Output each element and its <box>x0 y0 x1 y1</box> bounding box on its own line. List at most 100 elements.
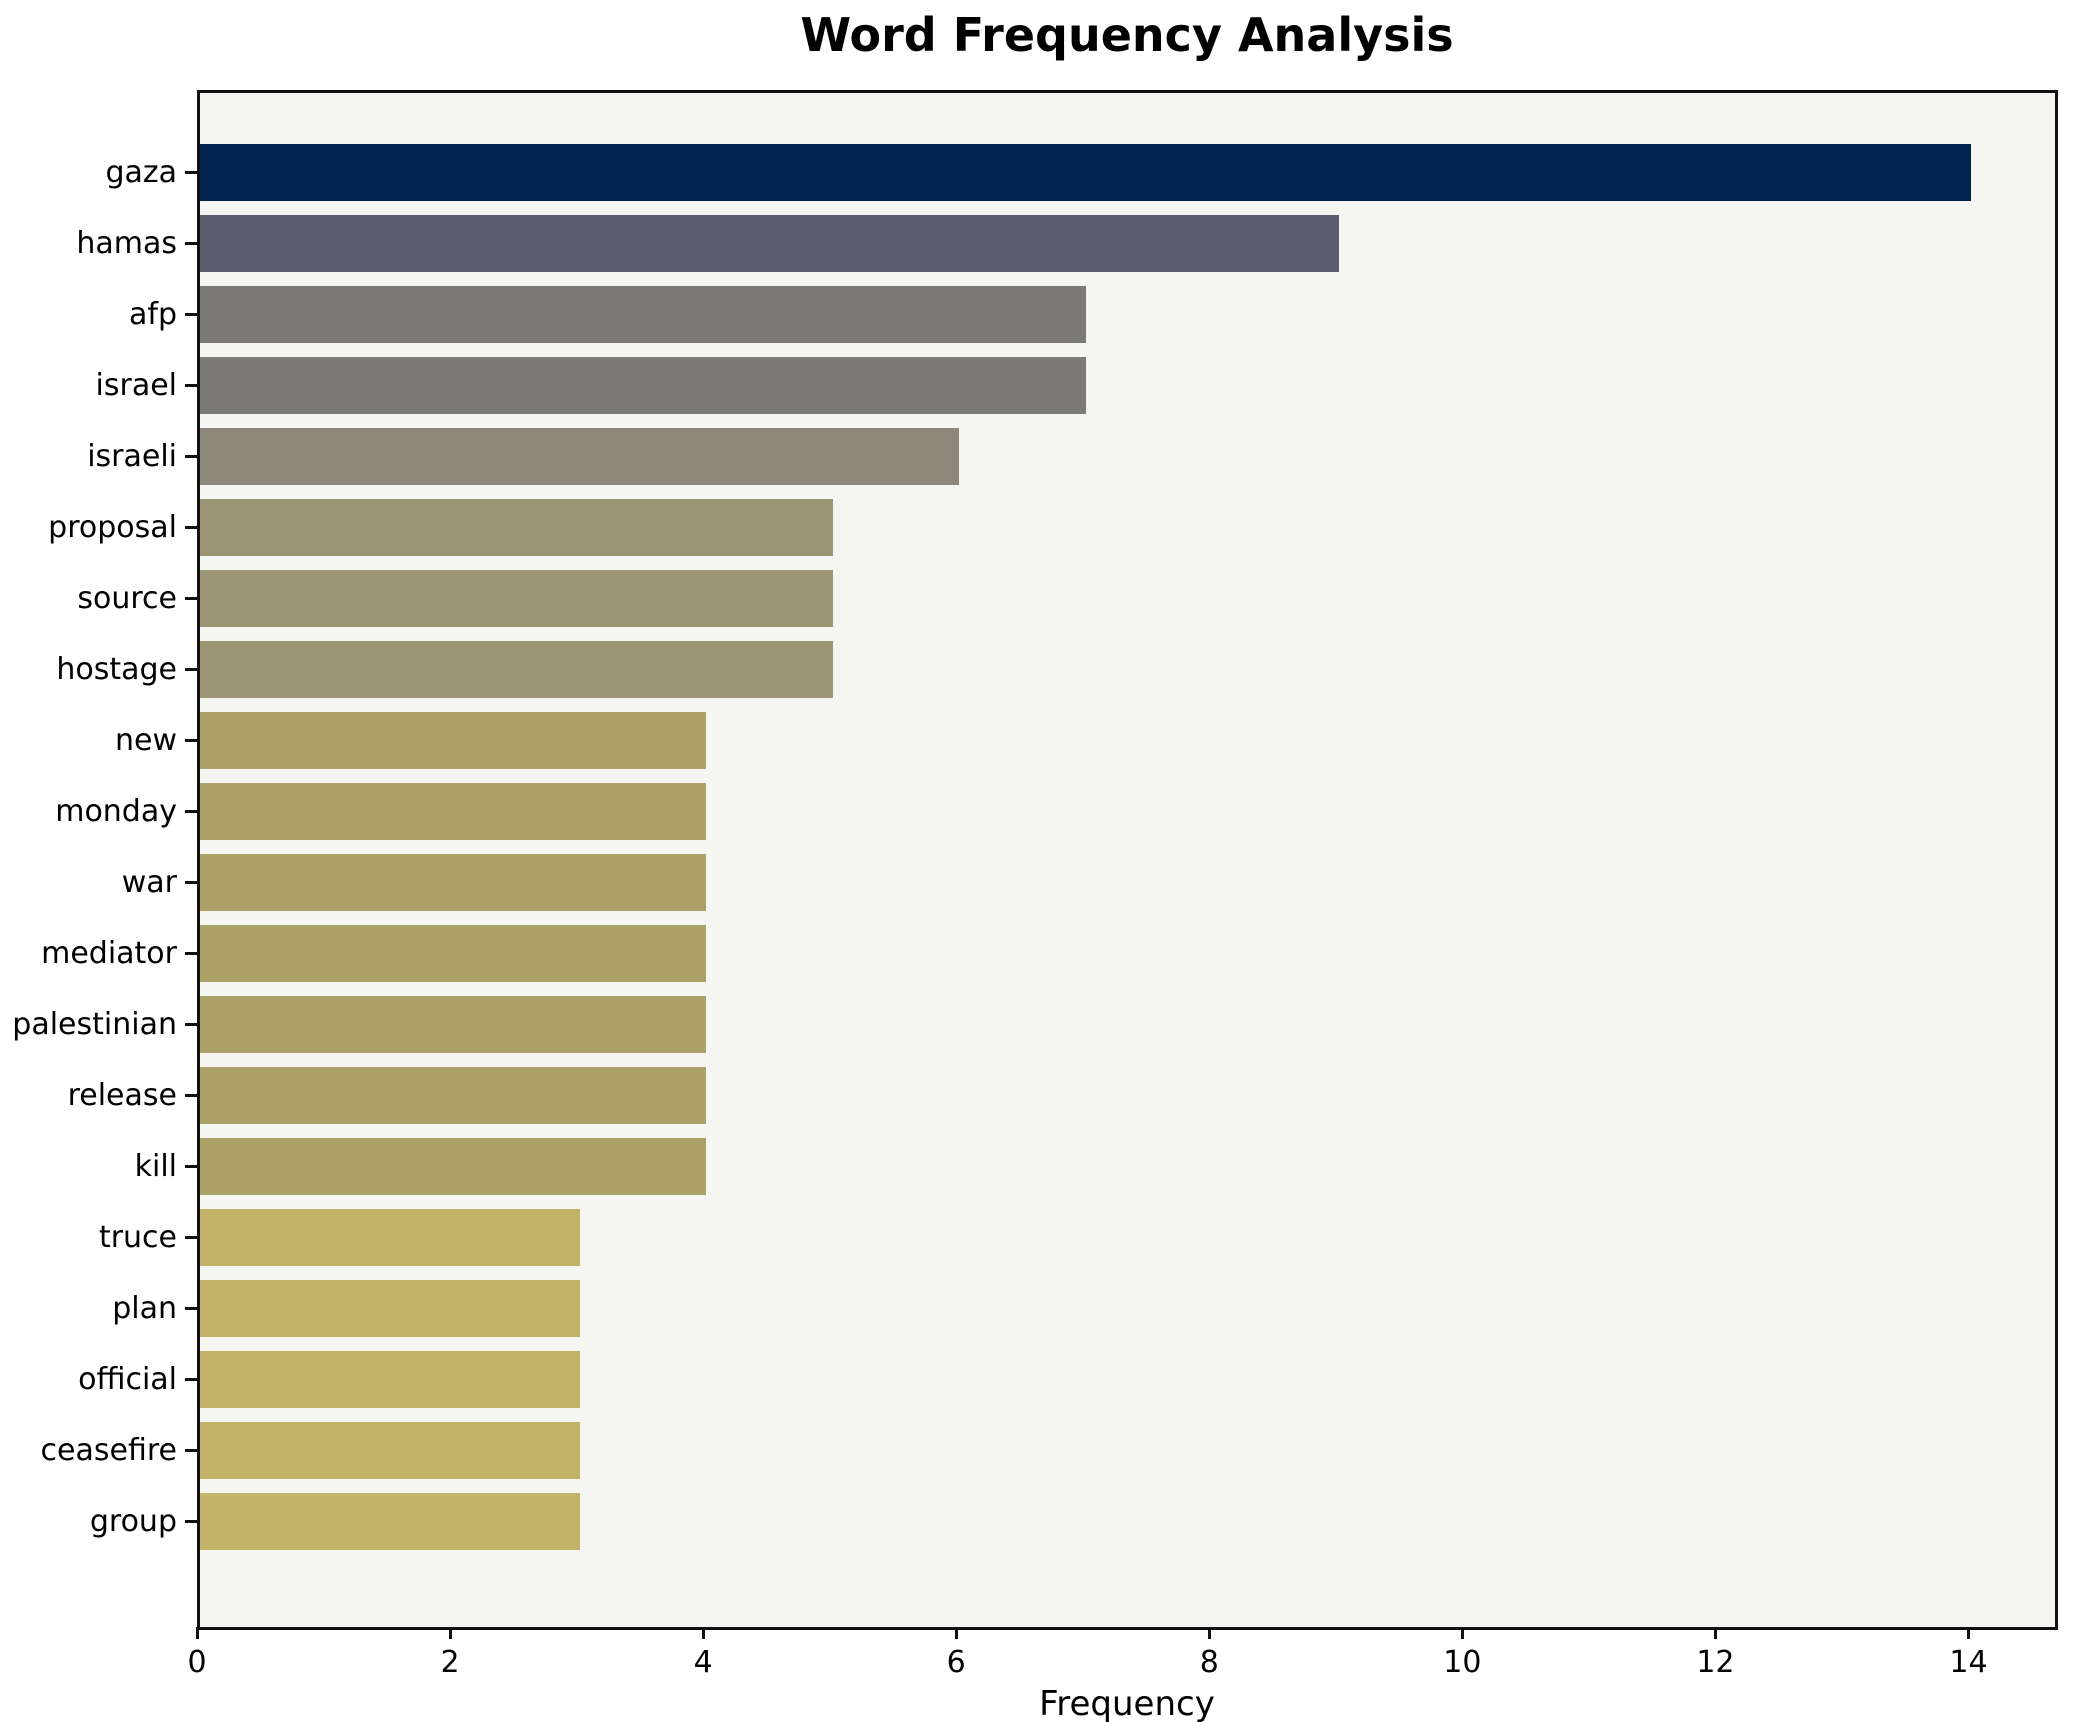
y-tick-mark <box>185 668 197 671</box>
x-tick-label-10: 10 <box>1443 1645 1482 1680</box>
y-tick-mark <box>185 1307 197 1310</box>
y-tick-label-israeli: israeli <box>87 439 177 474</box>
x-tick-label-8: 8 <box>1199 1645 1219 1680</box>
y-tick-label-official: official <box>78 1362 177 1397</box>
y-tick-row: war <box>0 847 197 918</box>
y-tick-label-group: group <box>89 1504 177 1539</box>
bar-gaza <box>200 144 1972 201</box>
x-tick-label-2: 2 <box>440 1645 460 1680</box>
bar-israeli <box>200 428 960 485</box>
bar-plan <box>200 1280 580 1337</box>
y-tick-mark <box>185 1449 197 1452</box>
y-tick-label-afp: afp <box>129 297 177 332</box>
y-tick-row: hostage <box>0 634 197 705</box>
bar-row <box>200 989 2055 1060</box>
y-tick-row: new <box>0 705 197 776</box>
y-tick-mark <box>185 881 197 884</box>
bar-israel <box>200 357 1086 414</box>
y-tick-row: group <box>0 1486 197 1557</box>
bar-afp <box>200 286 1086 343</box>
bar-mediator <box>200 925 707 982</box>
y-tick-mark <box>185 739 197 742</box>
y-tick-row: kill <box>0 1131 197 1202</box>
y-tick-row: monday <box>0 776 197 847</box>
x-axis-title: Frequency <box>1039 1684 1215 1722</box>
y-tick-row: afp <box>0 279 197 350</box>
bar-row <box>200 208 2055 279</box>
y-tick-label-war: war <box>121 865 177 900</box>
bar-row <box>200 918 2055 989</box>
bar-row <box>200 492 2055 563</box>
y-tick-mark <box>185 952 197 955</box>
bar-new <box>200 712 707 769</box>
y-tick-row: mediator <box>0 918 197 989</box>
y-tick-label-source: source <box>77 581 177 616</box>
y-tick-mark <box>185 1165 197 1168</box>
bar-row <box>200 1486 2055 1557</box>
bar-row <box>200 1060 2055 1131</box>
x-tick-mark <box>448 1627 452 1639</box>
bar-war <box>200 854 707 911</box>
bar-group <box>200 1493 580 1550</box>
y-tick-mark <box>185 597 197 600</box>
x-tick-label-6: 6 <box>946 1645 966 1680</box>
x-tick-mark <box>1460 1627 1464 1639</box>
y-tick-row: palestinian <box>0 989 197 1060</box>
bar-release <box>200 1067 707 1124</box>
bar-truce <box>200 1209 580 1266</box>
bar-row <box>200 1273 2055 1344</box>
y-tick-mark <box>185 313 197 316</box>
bar-hostage <box>200 641 833 698</box>
y-tick-label-hostage: hostage <box>56 652 177 687</box>
y-tick-row: hamas <box>0 208 197 279</box>
bar-row <box>200 1202 2055 1273</box>
bar-row <box>200 350 2055 421</box>
bar-row <box>200 847 2055 918</box>
y-tick-label-gaza: gaza <box>105 155 177 190</box>
y-tick-mark <box>185 526 197 529</box>
bar-row <box>200 1131 2055 1202</box>
x-tick-mark <box>1713 1627 1717 1639</box>
x-tick-mark <box>195 1627 199 1639</box>
y-tick-row: official <box>0 1344 197 1415</box>
y-tick-mark <box>185 242 197 245</box>
y-tick-row: gaza <box>0 137 197 208</box>
bar-monday <box>200 783 707 840</box>
y-tick-label-monday: monday <box>55 794 177 829</box>
y-tick-mark <box>185 810 197 813</box>
bar-row <box>200 137 2055 208</box>
y-tick-mark <box>185 384 197 387</box>
y-tick-mark <box>185 1236 197 1239</box>
y-tick-label-mediator: mediator <box>41 936 177 971</box>
bar-row <box>200 421 2055 492</box>
y-tick-mark <box>185 171 197 174</box>
y-tick-row: proposal <box>0 492 197 563</box>
y-tick-mark <box>185 455 197 458</box>
x-tick-label-12: 12 <box>1696 1645 1735 1680</box>
y-tick-label-ceasefire: ceasefire <box>40 1433 177 1468</box>
bar-official <box>200 1351 580 1408</box>
y-tick-label-proposal: proposal <box>48 510 177 545</box>
y-tick-row: truce <box>0 1202 197 1273</box>
y-tick-mark <box>185 1023 197 1026</box>
y-tick-label-release: release <box>67 1078 177 1113</box>
bar-palestinian <box>200 996 707 1053</box>
bar-row <box>200 563 2055 634</box>
y-tick-label-truce: truce <box>98 1220 177 1255</box>
x-tick-mark <box>701 1627 705 1639</box>
x-tick-mark <box>1207 1627 1211 1639</box>
x-tick-mark <box>1966 1627 1970 1639</box>
bar-kill <box>200 1138 707 1195</box>
bar-ceasefire <box>200 1422 580 1479</box>
y-tick-row: israeli <box>0 421 197 492</box>
y-tick-row: source <box>0 563 197 634</box>
bar-hamas <box>200 215 1339 272</box>
x-tick-mark <box>954 1627 958 1639</box>
bar-row <box>200 776 2055 847</box>
y-tick-row: ceasefire <box>0 1415 197 1486</box>
x-tick-label-4: 4 <box>693 1645 713 1680</box>
bar-row <box>200 705 2055 776</box>
x-tick-label-14: 14 <box>1949 1645 1988 1680</box>
y-tick-mark <box>185 1378 197 1381</box>
y-tick-label-new: new <box>114 723 177 758</box>
